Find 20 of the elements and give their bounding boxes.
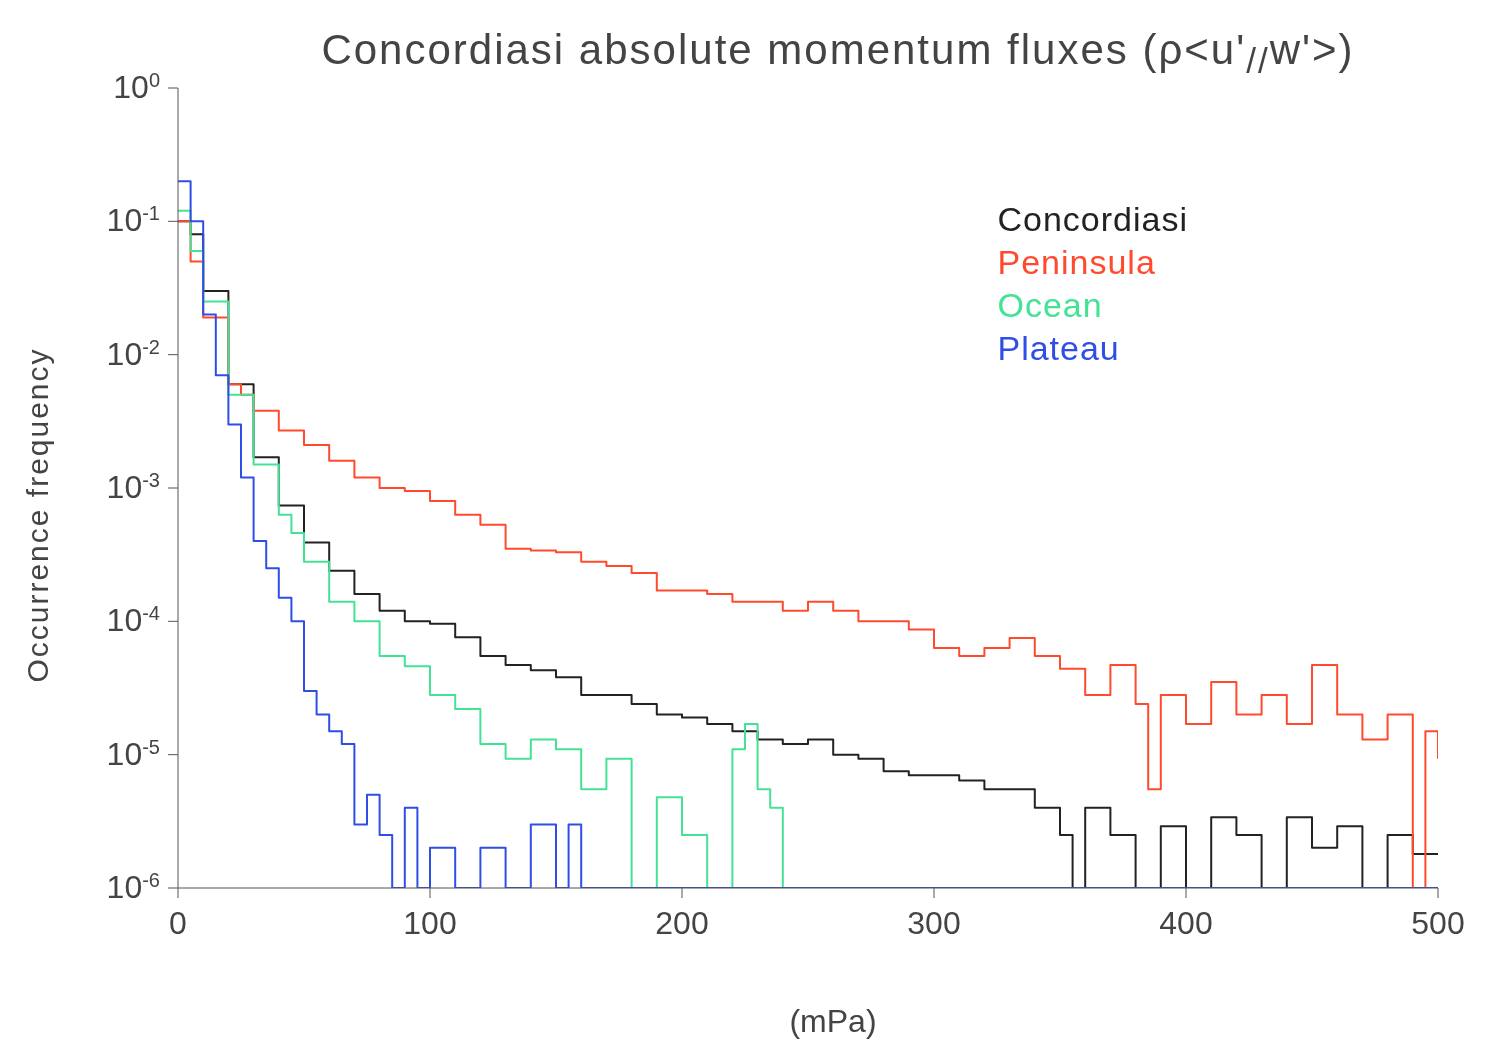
x-tick-label: 500 [1411,905,1465,941]
x-tick-label: 100 [403,905,457,941]
y-tick-label: 10$^{-2}$ [106,335,160,372]
y-tick-label: 10$^{-5}$ [106,735,160,772]
text: Ocean [997,285,1104,326]
chart-title: Concordiasi absolute momentum fluxes (ρ<u'$_{//}$w'>) [320,26,1356,82]
y-tick-label: 10$^{-3}$ [106,469,160,505]
text: Plateau [997,328,1121,369]
y-tick-label: 10$^{-6}$ [106,869,160,905]
y-tick-label: 10$^{-4}$ [106,602,160,639]
x-axis-title: (mPa) [788,1003,878,1040]
x-tick-label: 300 [907,905,961,941]
y-tick-label: 10$^{-1}$ [106,202,160,239]
text: Peninsula [997,242,1157,283]
x-tick-label: 200 [655,905,709,941]
x-tick-label: 0 [169,905,187,941]
x-tick-label: 400 [1159,905,1213,941]
y-axis-title: Occurrence frequency [21,346,55,685]
text: Concordiasi [997,199,1188,240]
y-tick-label: 10$^{0}$ [113,69,160,105]
